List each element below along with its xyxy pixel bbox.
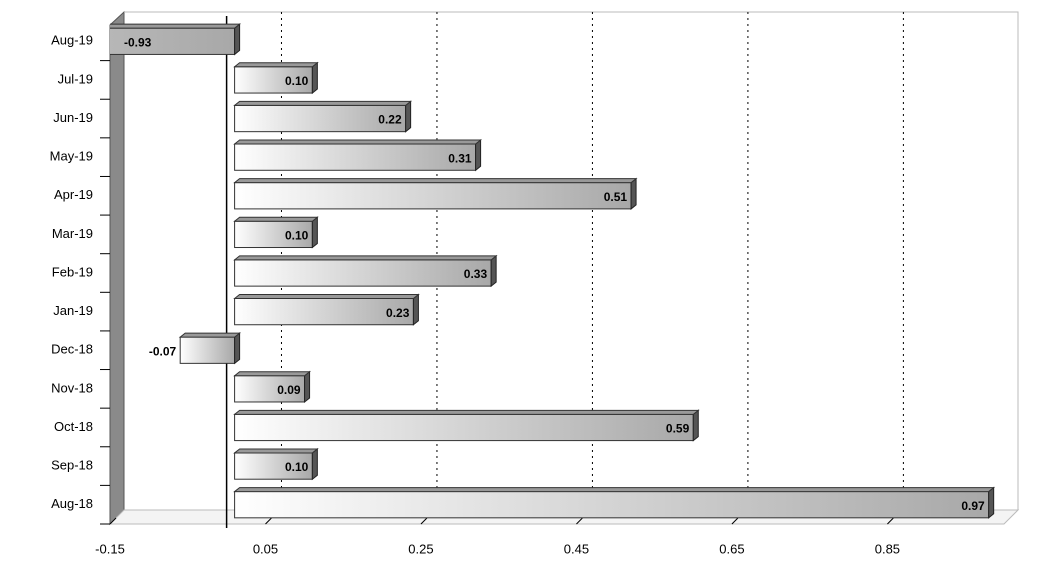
x-tick-label: 0.05 (253, 541, 278, 556)
bar-side (311, 61, 318, 95)
bar (234, 491, 990, 519)
value-label: 0.59 (666, 422, 690, 436)
bar-side (630, 177, 637, 210)
bars (110, 23, 996, 519)
y-tick-label: Oct-18 (54, 419, 93, 434)
bar (234, 143, 477, 171)
bar-side (234, 23, 241, 56)
bar-top (233, 371, 311, 377)
y-tick-label: Dec-18 (51, 342, 93, 357)
bar (179, 336, 236, 364)
bar-side (304, 370, 311, 404)
bar-side (405, 100, 412, 133)
x-tick (731, 517, 739, 525)
bar (234, 259, 492, 287)
value-label: 0.10 (285, 74, 309, 88)
x-tick (109, 517, 117, 525)
bar-top (178, 332, 242, 338)
x-tick-label: 0.65 (719, 541, 744, 556)
value-label: 0.09 (277, 383, 301, 397)
y-tick-label: Feb-19 (52, 264, 93, 279)
bar-top (233, 139, 483, 145)
y-tick-label: Aug-19 (51, 33, 93, 48)
y-tick-label: Nov-18 (51, 380, 93, 395)
value-label: 0.51 (604, 190, 628, 204)
x-tick (887, 517, 894, 525)
x-tick-label: -0.15 (95, 541, 125, 556)
value-label: -0.07 (149, 344, 177, 358)
x-tick (265, 517, 272, 525)
bar-top (233, 293, 420, 299)
bar (234, 182, 632, 210)
bar-top (233, 255, 498, 261)
y-tick-label: Jun-19 (53, 110, 93, 125)
value-label: -0.93 (124, 35, 152, 49)
y-tick-label: Aug-18 (51, 496, 93, 511)
bar-top (110, 23, 242, 29)
bar-side (490, 254, 497, 288)
bar-top (233, 487, 996, 493)
bar (110, 27, 236, 55)
value-label: 0.31 (448, 151, 472, 165)
bar-side (988, 486, 995, 519)
bar-side (692, 409, 699, 442)
y-tick-label: Sep-18 (51, 458, 93, 473)
value-label: 0.10 (285, 229, 309, 243)
left-wall (109, 10, 125, 526)
x-tick-label: 0.25 (408, 541, 433, 556)
value-label: 0.23 (386, 306, 410, 320)
bar-side (412, 293, 419, 326)
bar-side (234, 332, 241, 365)
bar (234, 413, 694, 442)
x-tick (420, 517, 428, 525)
bar-top (233, 100, 413, 106)
value-label: 0.33 (464, 267, 488, 281)
x-tick (576, 517, 583, 525)
back-wall (124, 11, 1019, 510)
bar-top (233, 409, 700, 415)
y-tick-label: Mar-19 (52, 226, 93, 241)
bar (234, 452, 313, 480)
y-tick-label: Apr-19 (54, 187, 93, 202)
y-tick-label: Jul-19 (58, 71, 93, 86)
y-tick-label: May-19 (50, 149, 93, 164)
y-tick-label: Jan-19 (53, 303, 93, 318)
bar-side (311, 447, 318, 481)
bar-top (233, 448, 319, 454)
x-tick-label: 0.45 (564, 541, 589, 556)
bar-top (233, 178, 638, 184)
bar-side (475, 138, 482, 172)
x-tick-label: 0.85 (875, 541, 900, 556)
bar-top (233, 62, 319, 68)
value-label: 0.97 (961, 499, 985, 513)
value-label: 0.10 (285, 460, 309, 474)
bar-side (311, 216, 318, 249)
bar-top (233, 216, 319, 222)
value-label: 0.22 (378, 113, 402, 127)
